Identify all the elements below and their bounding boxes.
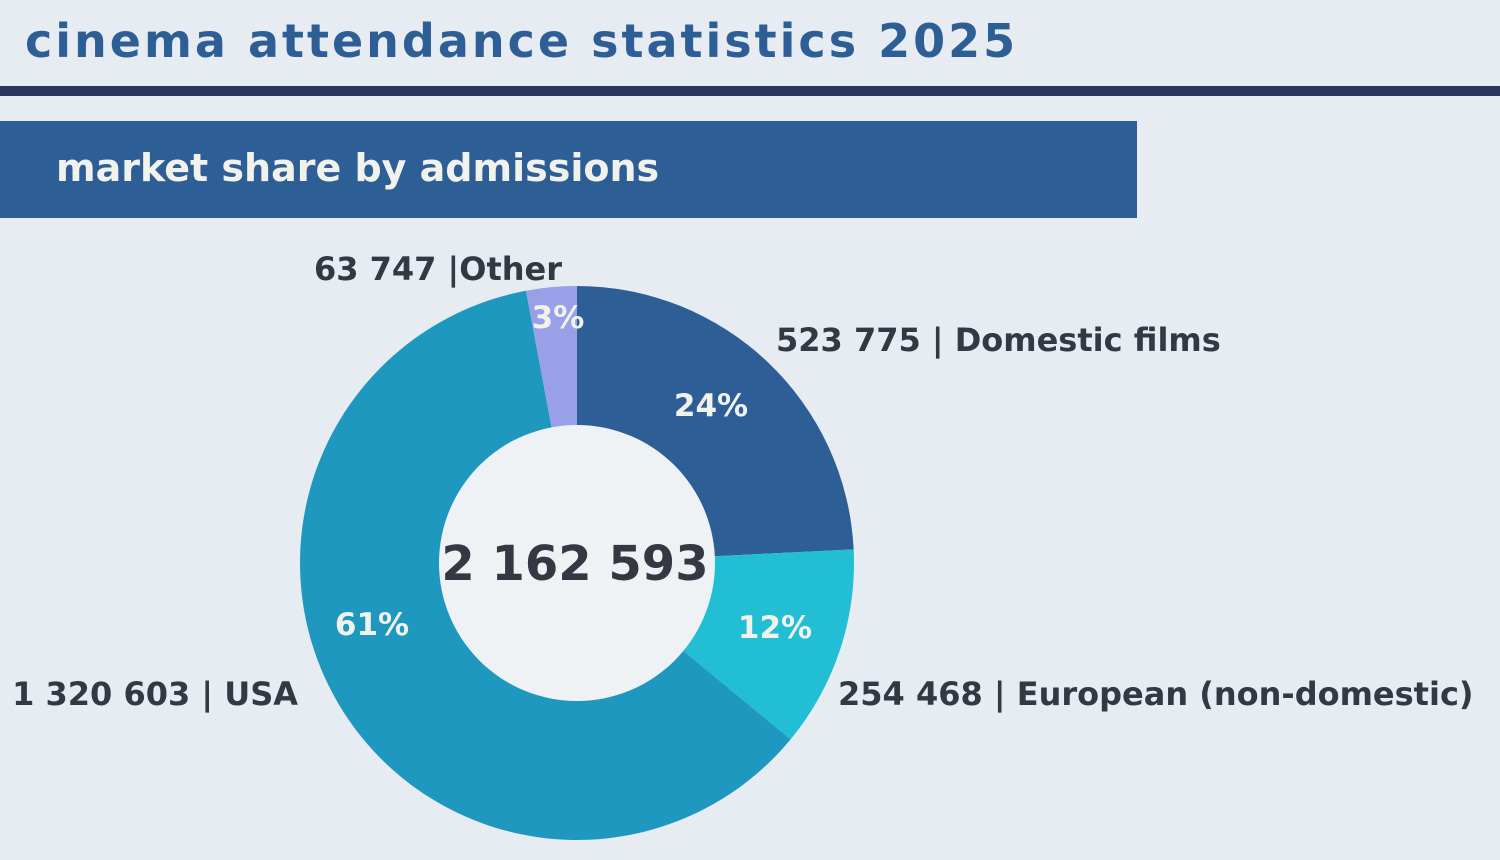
slice-label-other: 63 747 |Other [314,250,562,289]
section-title: market share by admissions [56,146,660,190]
donut-hole [439,425,715,701]
percent-label-other: 3% [532,300,585,336]
percent-label-domestic: 24% [674,388,748,424]
slice-label-domestic: 523 775 | Domestic films [776,321,1221,360]
percent-label-usa: 61% [335,607,409,643]
slice-label-european: 254 468 | European (non-domestic) [838,675,1474,714]
percent-label-european: 12% [738,610,812,646]
total-label: 2 162 593 [441,536,708,592]
section-banner [0,121,1137,218]
page-title: cinema attendance statistics 2025 [25,14,1019,68]
slice-label-usa: 1 320 603 | USA [12,675,298,714]
title-divider [0,86,1500,96]
